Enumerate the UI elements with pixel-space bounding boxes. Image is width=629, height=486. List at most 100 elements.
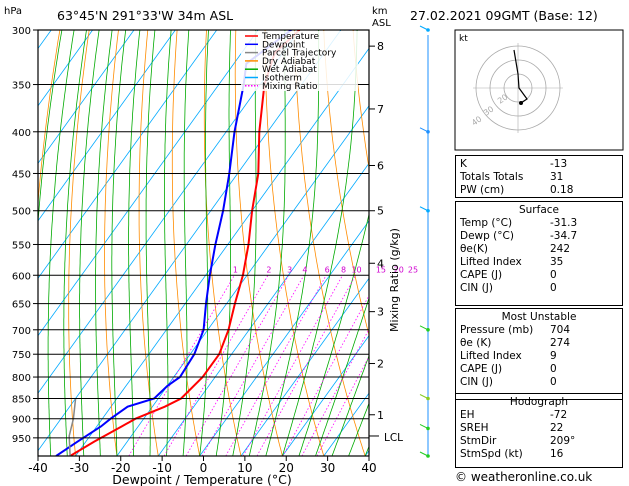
pressure-tick-label: 700 bbox=[12, 326, 31, 337]
stats-panel: K -13 Totals Totals 31 PW (cm) 0.18 Surface… bbox=[455, 155, 623, 468]
dry-adiabat-line bbox=[352, 30, 369, 171]
wet-adiabat-line bbox=[128, 30, 141, 456]
hodograph-stat-value: 22 bbox=[550, 422, 564, 434]
most-unstable-row: CAPE (J) 0 bbox=[460, 363, 618, 376]
km-tick-label: 4 bbox=[377, 257, 384, 270]
surface-value: 0 bbox=[550, 282, 557, 294]
hodograph-stat-row: SREH 22 bbox=[460, 422, 618, 435]
mixing-ratio-tick-label: 15 bbox=[376, 265, 386, 274]
isotherm-line bbox=[75, 47, 369, 456]
totals-row: Totals Totals 31 bbox=[460, 171, 618, 184]
hodograph-stat-row: StmDir 209° bbox=[460, 435, 618, 448]
surface-row: CAPE (J) 0 bbox=[460, 269, 618, 282]
totals-value: 31 bbox=[550, 171, 564, 183]
wet-adiabat-line bbox=[265, 30, 320, 456]
pressure-tick-label: 600 bbox=[12, 271, 31, 282]
mixing-ratio-tick-label: 10 bbox=[351, 265, 361, 274]
totals-label: Totals Totals bbox=[460, 171, 524, 183]
surface-label: Temp (°C) bbox=[460, 217, 513, 229]
isotherm-line bbox=[199, 220, 369, 456]
mixing-ratio-tick-label: 25 bbox=[408, 265, 418, 274]
most-unstable-value: 274 bbox=[550, 337, 571, 349]
most-unstable-value: 9 bbox=[550, 350, 557, 362]
copyright-footer: © weatheronline.co.uk bbox=[455, 470, 593, 484]
km-unit-label: km bbox=[372, 6, 388, 17]
pw-value: 0.18 bbox=[550, 184, 574, 196]
wind-barb-flag bbox=[419, 423, 429, 429]
surface-value: -31.3 bbox=[550, 217, 578, 229]
temperature-tick-label: 0 bbox=[200, 461, 208, 475]
surface-label: Dewp (°C) bbox=[460, 230, 514, 242]
surface-row: Lifted Index 35 bbox=[460, 256, 618, 269]
most-unstable-row: CIN (J) 0 bbox=[460, 376, 618, 389]
k-index-row: K -13 bbox=[460, 158, 618, 171]
surface-row: CIN (J) 0 bbox=[460, 282, 618, 295]
wind-barb-flag bbox=[419, 25, 429, 31]
hodograph-point bbox=[519, 101, 523, 105]
temperature-tick-label: 40 bbox=[361, 461, 376, 475]
mixing-ratio-line bbox=[256, 275, 356, 456]
hodograph-stat-label: StmSpd (kt) bbox=[460, 448, 523, 460]
dry-adiabat-line bbox=[138, 30, 159, 456]
mixing-ratio-line bbox=[163, 275, 269, 456]
wet-adiabat-line bbox=[63, 30, 87, 456]
profile-parcel-trajectory bbox=[68, 398, 77, 456]
k-index-label: K bbox=[460, 158, 467, 170]
wet-adiabat-line bbox=[315, 296, 369, 456]
km-tick-label: 7 bbox=[377, 103, 384, 116]
mixing-ratio-tick-label: 2 bbox=[266, 265, 271, 274]
temperature-tick-label: -20 bbox=[111, 461, 131, 475]
mixing-ratio-tick-label: 1 bbox=[233, 265, 238, 274]
mixing-ratio-line bbox=[201, 275, 305, 456]
indices-box: K -13 Totals Totals 31 PW (cm) 0.18 bbox=[455, 155, 623, 198]
dry-adiabat-line bbox=[68, 30, 90, 456]
most-unstable-row: θe (K) 274 bbox=[460, 337, 618, 350]
surface-value: 35 bbox=[550, 256, 564, 268]
legend-label: Mixing Ratio bbox=[262, 82, 318, 92]
mixing-ratio-tick-label: 20 bbox=[394, 265, 404, 274]
surface-label: CAPE (J) bbox=[460, 269, 503, 281]
hodograph-stat-label: SREH bbox=[460, 422, 489, 434]
most-unstable-box: Most Unstable Pressure (mb) 704 θe (K) 274 L… bbox=[455, 308, 623, 400]
wet-adiabat-line bbox=[95, 30, 113, 456]
most-unstable-label: Pressure (mb) bbox=[460, 324, 534, 336]
wet-adiabat-line bbox=[331, 354, 369, 456]
surface-label: CIN (J) bbox=[460, 282, 493, 294]
lcl-label: LCL bbox=[384, 432, 403, 444]
most-unstable-label: θe (K) bbox=[460, 337, 492, 349]
hodograph-stat-row: EH -72 bbox=[460, 409, 618, 422]
mixing-ratio-tick-label: 6 bbox=[325, 265, 330, 274]
isotherm-line bbox=[116, 105, 369, 456]
isotherm-line bbox=[38, 30, 176, 222]
km-tick-label: 6 bbox=[377, 160, 384, 173]
wind-barb-flag bbox=[419, 206, 429, 212]
temperature-tick-label: -40 bbox=[28, 461, 48, 475]
surface-row: θe(K) 242 bbox=[460, 243, 618, 256]
pressure-tick-label: 750 bbox=[12, 350, 31, 361]
legend-label: Parcel Trajectory bbox=[262, 49, 337, 59]
hodograph-stat-value: 209° bbox=[550, 435, 576, 447]
pressure-tick-label: 300 bbox=[12, 26, 31, 37]
surface-box: Surface Temp (°C) -31.3 Dewp (°C) -34.7 θe(K… bbox=[455, 201, 623, 306]
hodograph-frame bbox=[454, 29, 624, 151]
temperature-tick-label: -30 bbox=[70, 461, 90, 475]
most-unstable-value: 0 bbox=[550, 376, 557, 388]
most-unstable-row: Pressure (mb) 704 bbox=[460, 324, 618, 337]
legend-label: Wet Adiabat bbox=[262, 65, 317, 75]
temperature-tick-label: 20 bbox=[279, 461, 294, 475]
km-tick-label: 5 bbox=[377, 205, 384, 218]
wet-adiabat-line bbox=[111, 30, 127, 456]
asl-unit-label: ASL bbox=[372, 18, 391, 29]
pressure-tick-label: 850 bbox=[12, 394, 31, 405]
most-unstable-label: CAPE (J) bbox=[460, 363, 503, 375]
pressure-unit-label: hPa bbox=[4, 6, 22, 17]
wind-barb-profile bbox=[419, 25, 430, 458]
wet-adiabat-line bbox=[145, 30, 156, 456]
pressure-tick-label: 500 bbox=[12, 207, 31, 218]
profile-temperature bbox=[69, 30, 301, 456]
hodograph-trace bbox=[513, 49, 528, 104]
most-unstable-label: CIN (J) bbox=[460, 376, 493, 388]
legend-label: Dry Adiabat bbox=[262, 57, 316, 67]
